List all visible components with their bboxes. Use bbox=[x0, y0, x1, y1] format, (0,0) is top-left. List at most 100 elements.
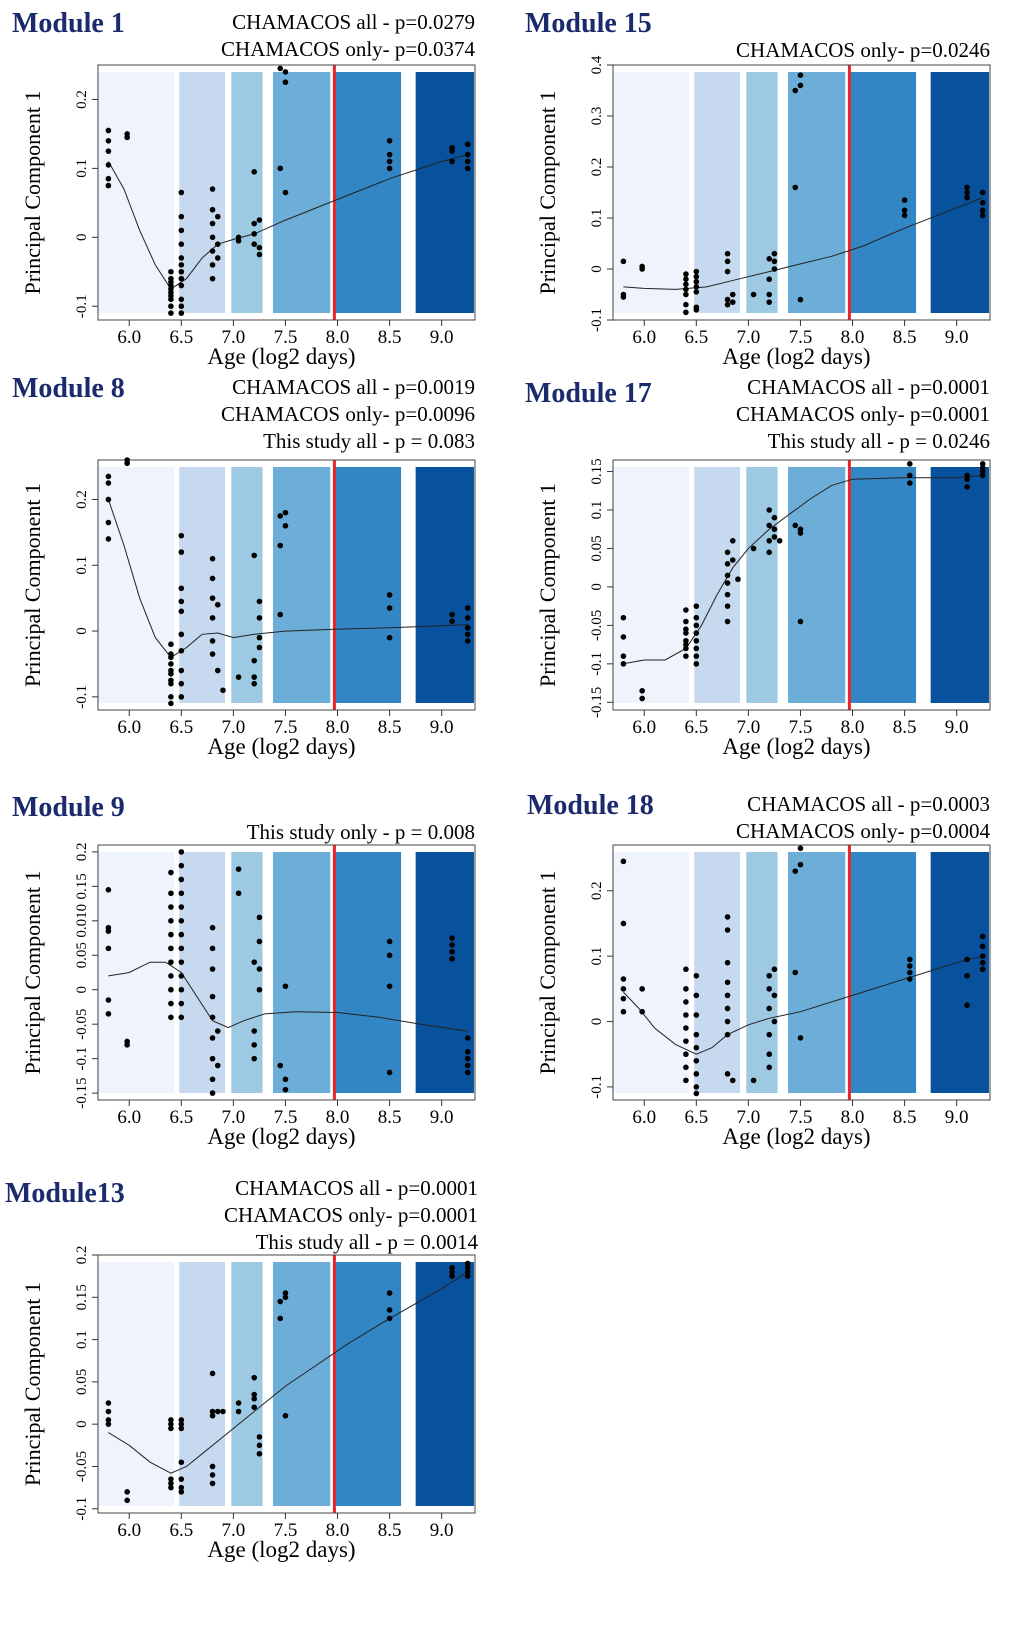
data-point bbox=[214, 241, 221, 247]
chart-svg: 6.0 6.5 7.0 7.5 8.0 8.5 9.0 Age (log2 days) -0.1… bbox=[535, 55, 991, 369]
data-point bbox=[168, 268, 174, 275]
data-point bbox=[693, 284, 700, 290]
data-point bbox=[209, 1463, 216, 1470]
data-point bbox=[683, 630, 689, 636]
data-point bbox=[683, 286, 689, 293]
data-point bbox=[724, 591, 731, 598]
x-tick-label: 7.0 bbox=[737, 327, 761, 348]
data-point bbox=[683, 1012, 689, 1018]
data-point bbox=[639, 695, 645, 702]
data-point bbox=[639, 266, 645, 272]
data-point bbox=[464, 158, 471, 165]
data-point bbox=[105, 496, 112, 503]
data-point bbox=[168, 1425, 174, 1432]
data-point bbox=[277, 1062, 284, 1069]
data-point bbox=[209, 1014, 216, 1021]
y-tick-label: 0.1 bbox=[74, 556, 90, 575]
data-point bbox=[766, 1005, 773, 1012]
data-point bbox=[235, 1408, 242, 1415]
data-point bbox=[464, 1062, 471, 1069]
data-point bbox=[766, 986, 773, 992]
y-tick-label: 0.05 bbox=[589, 535, 605, 561]
data-point bbox=[693, 1012, 700, 1018]
x-tick-label: 6.5 bbox=[169, 1107, 193, 1128]
data-point bbox=[464, 631, 471, 638]
module-title: Module 18 bbox=[527, 790, 654, 821]
x-tick-label: 8.0 bbox=[841, 327, 865, 348]
data-point bbox=[693, 630, 700, 636]
age-band bbox=[334, 72, 402, 313]
pvalue-line: CHAMACOS only- p=0.0246 bbox=[736, 38, 990, 62]
data-point bbox=[209, 1412, 216, 1419]
x-axis-label: Age (log2 days) bbox=[207, 1124, 355, 1149]
x-tick-label: 6.5 bbox=[684, 1107, 708, 1128]
data-point bbox=[724, 561, 731, 567]
pvalue-line: CHAMACOS only- p=0.0004 bbox=[736, 819, 990, 843]
x-tick-label: 8.0 bbox=[326, 717, 350, 738]
pvalue-line: This study all - p = 0.083 bbox=[263, 429, 475, 453]
data-point bbox=[168, 654, 174, 661]
y-tick-label: 0 bbox=[74, 986, 90, 994]
data-point bbox=[251, 657, 258, 664]
x-axis-label: Age (log2 days) bbox=[722, 1124, 870, 1149]
data-point bbox=[178, 680, 185, 687]
data-point bbox=[386, 1290, 393, 1296]
data-point bbox=[724, 572, 731, 579]
data-point bbox=[620, 986, 627, 992]
data-point bbox=[178, 1421, 185, 1427]
data-point bbox=[178, 918, 185, 924]
data-point bbox=[797, 296, 804, 303]
data-point bbox=[979, 207, 986, 214]
data-point bbox=[683, 626, 689, 633]
data-point bbox=[797, 1035, 804, 1041]
data-point bbox=[209, 1035, 216, 1041]
data-point bbox=[178, 1484, 185, 1491]
x-tick-label: 9.0 bbox=[945, 1107, 969, 1128]
data-point bbox=[178, 849, 185, 855]
x-tick-label: 6.0 bbox=[117, 1520, 141, 1541]
pvalue-line: CHAMACOS only- p=0.0001 bbox=[224, 1203, 478, 1227]
chart-svg: 6.0 6.5 7.0 7.5 8.0 8.5 9.0 Age (log2 days) -0.1… bbox=[20, 457, 476, 759]
data-point bbox=[979, 966, 986, 973]
data-point bbox=[105, 182, 112, 189]
data-point bbox=[168, 1014, 174, 1021]
y-tick-label: -0.1 bbox=[74, 1497, 90, 1521]
data-point bbox=[178, 1459, 185, 1466]
data-point bbox=[251, 1055, 258, 1062]
data-point bbox=[178, 1425, 185, 1432]
pvalue-line: This study all - p = 0.0246 bbox=[767, 429, 990, 453]
data-point bbox=[209, 220, 216, 227]
module-title: Module 17 bbox=[525, 378, 652, 409]
y-tick-label: 0 bbox=[589, 583, 605, 591]
data-point bbox=[766, 1031, 773, 1038]
data-point bbox=[282, 983, 289, 990]
data-point bbox=[209, 1076, 216, 1083]
x-tick-label: 6.0 bbox=[632, 717, 656, 738]
y-axis-label: Principal Component 1 bbox=[535, 483, 560, 687]
y-axis-label: Principal Component 1 bbox=[20, 1282, 45, 1486]
data-point bbox=[168, 973, 174, 979]
data-point bbox=[214, 601, 221, 608]
x-tick-label: 7.5 bbox=[274, 1107, 298, 1128]
data-point bbox=[209, 924, 216, 931]
data-point bbox=[178, 931, 185, 938]
trend-curve bbox=[623, 474, 983, 665]
data-point bbox=[693, 307, 700, 313]
data-point bbox=[964, 472, 970, 479]
data-point bbox=[620, 634, 627, 640]
data-point bbox=[964, 476, 970, 483]
data-point bbox=[797, 618, 804, 625]
data-point bbox=[979, 953, 986, 959]
data-point bbox=[209, 595, 216, 601]
data-point bbox=[683, 1064, 689, 1071]
data-point bbox=[277, 165, 284, 172]
data-point bbox=[209, 186, 216, 192]
data-point bbox=[168, 869, 174, 876]
y-tick-label: 0.4 bbox=[589, 55, 605, 74]
data-point bbox=[907, 472, 913, 479]
x-tick-label: 6.5 bbox=[684, 327, 708, 348]
data-point bbox=[797, 861, 804, 868]
data-point bbox=[178, 631, 185, 638]
data-point bbox=[449, 949, 455, 955]
data-point bbox=[771, 514, 778, 521]
